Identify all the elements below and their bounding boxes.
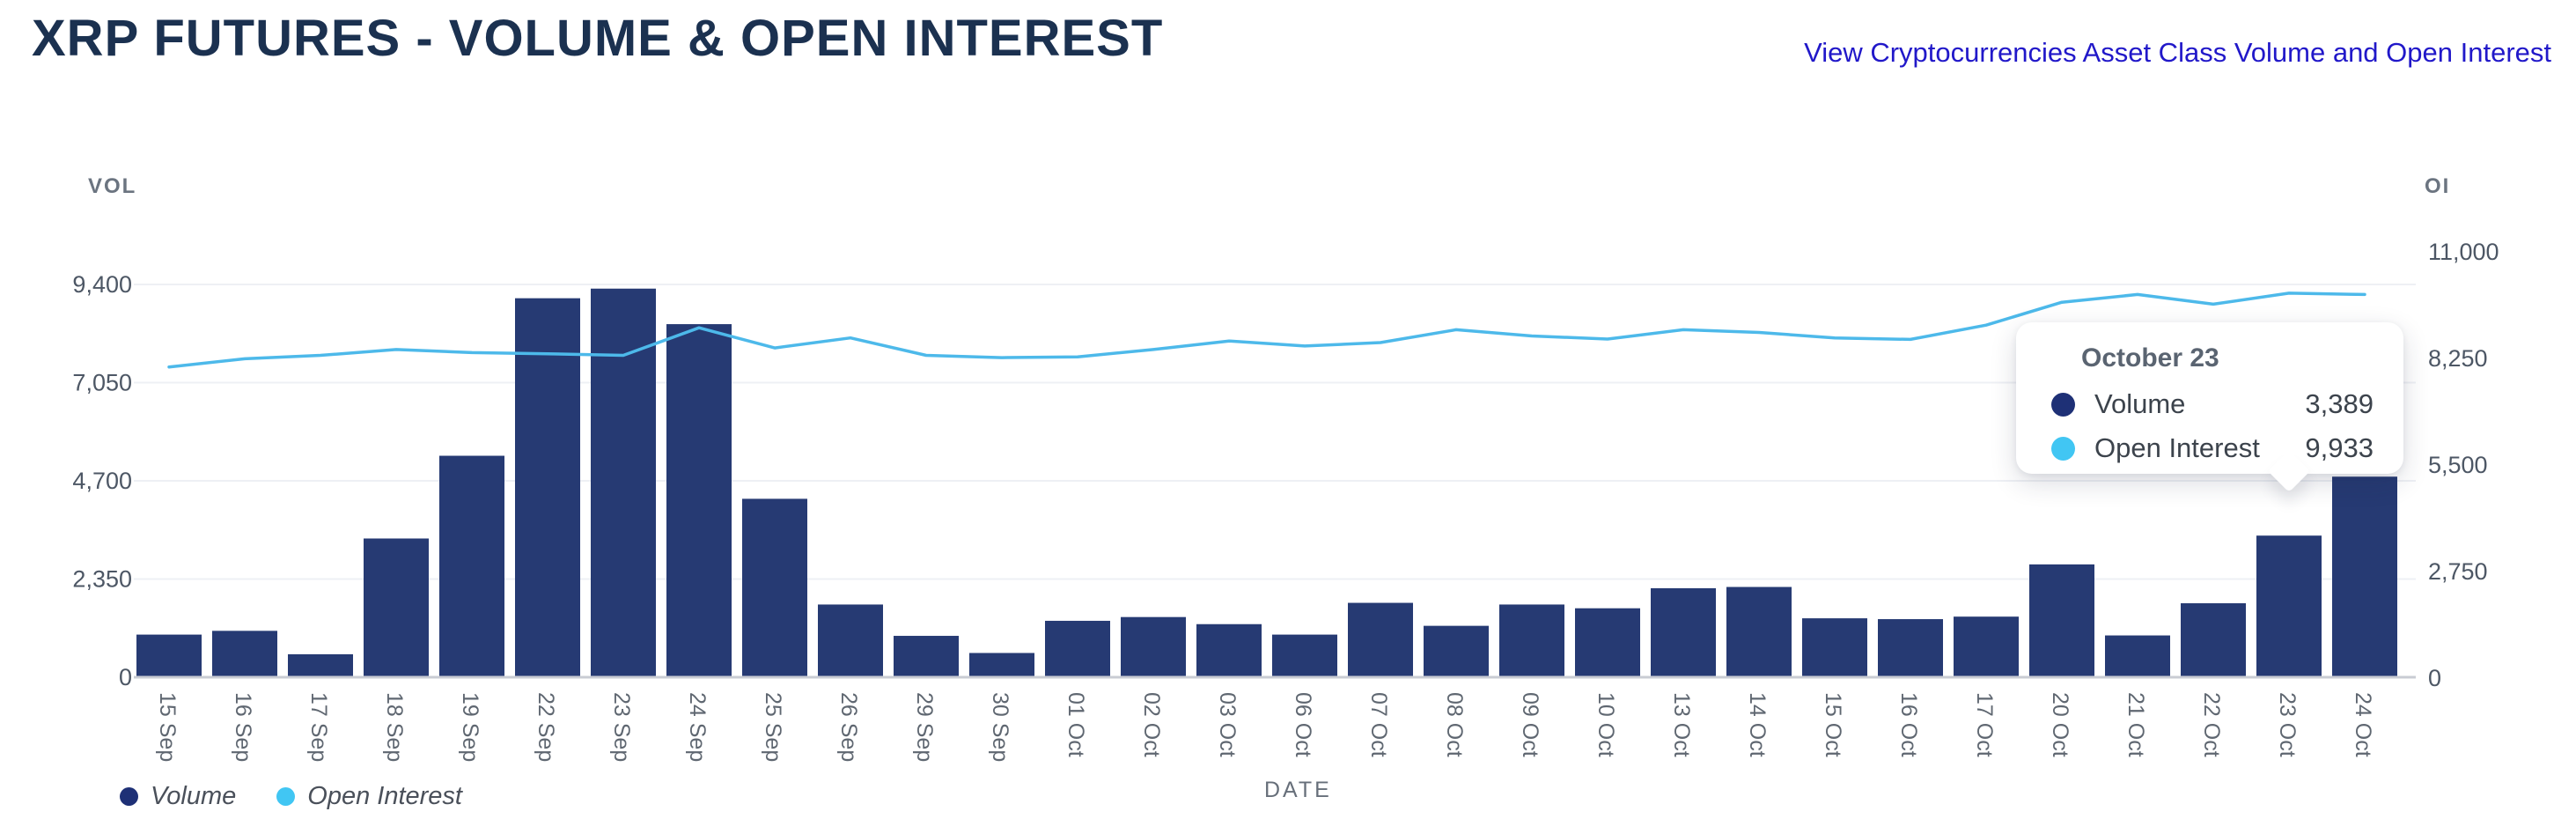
volume-dot-icon — [120, 787, 138, 806]
volume-bar[interactable] — [1045, 620, 1110, 677]
legend-volume-label: Volume — [151, 782, 237, 810]
volume-bar[interactable] — [515, 298, 580, 677]
volume-bar[interactable] — [1424, 625, 1489, 677]
volume-bar[interactable] — [1121, 616, 1186, 677]
x-axis-label: 24 Oct — [2351, 692, 2375, 757]
left-axis-title: VOL — [88, 174, 137, 198]
x-axis-label: 22 Oct — [2199, 692, 2224, 757]
volume-bar[interactable] — [2181, 603, 2246, 677]
x-axis-label: 01 Oct — [1064, 692, 1088, 757]
asset-class-link[interactable]: View Cryptocurrencies Asset Class Volume… — [1804, 37, 2551, 68]
x-axis-label: 23 Oct — [2275, 692, 2300, 757]
right-axis-tick: 11,000 — [2428, 239, 2499, 265]
volume-bar[interactable] — [1878, 619, 1943, 677]
x-axis-label: 24 Sep — [685, 692, 710, 762]
x-axis-label: 14 Oct — [1745, 692, 1770, 757]
tooltip-open-interest-value: 9,933 — [2305, 432, 2374, 463]
x-axis-label: 26 Sep — [836, 692, 861, 762]
volume-bar[interactable] — [1802, 618, 1867, 677]
right-axis-tick: 5,500 — [2428, 452, 2488, 478]
volume-bar[interactable] — [364, 538, 429, 677]
volume-bar[interactable] — [212, 631, 277, 677]
volume-bar[interactable] — [2256, 535, 2322, 677]
volume-bar[interactable] — [1196, 623, 1262, 677]
open-interest-line[interactable] — [167, 291, 2366, 369]
volume-bar[interactable] — [2029, 564, 2094, 677]
page-title: XRP FUTURES - VOLUME & OPEN INTEREST — [32, 10, 1164, 67]
x-axis-label: 02 Oct — [1139, 692, 1164, 757]
tooltip-volume-row: Volume 3,389 — [2051, 382, 2374, 426]
x-axis-label: 08 Oct — [1442, 692, 1467, 757]
left-axis-tick: 9,400 — [72, 271, 132, 298]
volume-bar[interactable] — [969, 653, 1034, 677]
x-axis-label: 16 Sep — [231, 692, 255, 762]
volume-bar[interactable] — [1348, 602, 1413, 677]
right-axis-tick: 2,750 — [2428, 558, 2488, 585]
left-axis-tick: 7,050 — [72, 370, 132, 396]
volume-bar[interactable] — [288, 653, 353, 677]
volume-bar[interactable] — [1575, 608, 1640, 677]
volume-bar[interactable] — [1499, 604, 1564, 677]
legend-item-open-interest[interactable]: Open Interest — [276, 782, 462, 811]
x-axis-label: 03 Oct — [1215, 692, 1240, 757]
x-axis-title: DATE — [1264, 778, 1332, 802]
left-axis-tick: 2,350 — [72, 566, 132, 593]
volume-bar[interactable] — [818, 604, 883, 677]
left-axis-tick: 0 — [119, 664, 132, 690]
x-axis-label: 20 Oct — [2048, 692, 2072, 757]
volume-bar[interactable] — [894, 636, 959, 677]
chart-tooltip: October 23 Volume 3,389 Open Interest 9,… — [2016, 322, 2403, 493]
volume-bar[interactable] — [742, 498, 807, 677]
right-axis-title: OI — [2425, 174, 2451, 198]
x-axis-label: 15 Oct — [1821, 692, 1845, 757]
tooltip-volume-value: 3,389 — [2305, 388, 2374, 419]
x-axis-label: 13 Oct — [1669, 692, 1694, 757]
x-axis-label: 22 Sep — [534, 692, 558, 762]
volume-bar[interactable] — [2105, 635, 2170, 677]
volume-bar[interactable] — [1272, 634, 1337, 677]
x-axis-label: 17 Oct — [1972, 692, 1997, 757]
chart-legend: Volume Open Interest — [120, 782, 462, 811]
x-axis-label: 18 Sep — [382, 692, 407, 762]
open-interest-dot-icon — [2051, 436, 2075, 461]
x-axis-label: 23 Sep — [609, 692, 634, 762]
x-axis-label: 10 Oct — [1593, 692, 1618, 757]
tooltip-volume-label: Volume — [2094, 388, 2186, 419]
volume-dot-icon — [2051, 392, 2075, 417]
legend-open-interest-label: Open Interest — [307, 782, 462, 810]
tooltip-open-interest-row: Open Interest 9,933 — [2051, 426, 2374, 470]
x-axis-label: 21 Oct — [2123, 692, 2148, 757]
tooltip-date-title: October 23 — [2081, 343, 2219, 373]
volume-bar[interactable] — [1651, 587, 1716, 677]
x-axis-label: 07 Oct — [1366, 692, 1391, 757]
x-axis-label: 25 Sep — [761, 692, 785, 762]
volume-bar[interactable] — [439, 455, 504, 677]
open-interest-dot-icon — [276, 787, 296, 806]
x-axis-label: 09 Oct — [1518, 692, 1542, 757]
volume-bar[interactable] — [666, 324, 732, 677]
legend-item-volume[interactable]: Volume — [120, 782, 236, 811]
x-axis-label: 17 Sep — [306, 692, 331, 762]
volume-bar[interactable] — [1726, 587, 1792, 677]
volume-bar[interactable] — [2332, 476, 2397, 677]
tooltip-open-interest-label: Open Interest — [2094, 432, 2260, 463]
x-axis-label: 29 Sep — [912, 692, 937, 762]
x-axis-label: 19 Sep — [458, 692, 482, 762]
x-axis-label: 16 Oct — [1896, 692, 1921, 757]
left-axis-tick: 4,700 — [72, 468, 132, 494]
right-axis-tick: 0 — [2428, 665, 2441, 691]
right-axis-tick: 8,250 — [2428, 345, 2488, 372]
x-axis-label: 30 Sep — [988, 692, 1012, 762]
volume-bar[interactable] — [1954, 616, 2019, 677]
volume-bar[interactable] — [136, 634, 202, 677]
x-axis-label: 15 Sep — [155, 692, 180, 762]
x-axis-label: 06 Oct — [1291, 692, 1315, 757]
